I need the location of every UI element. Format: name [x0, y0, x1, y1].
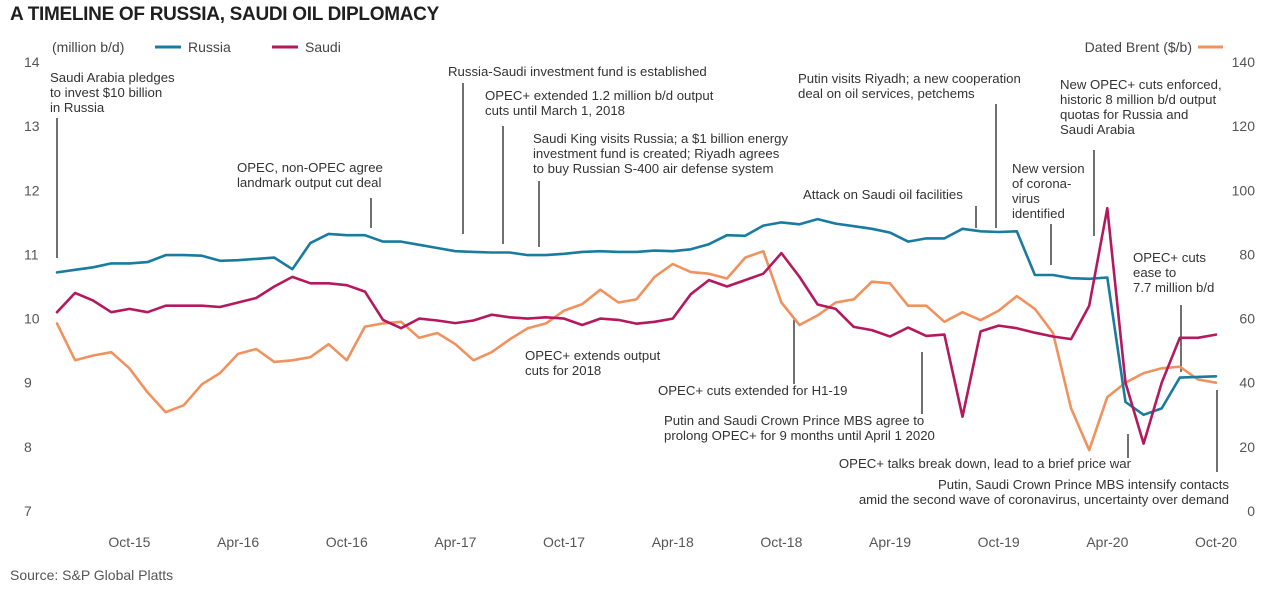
- annotation-text: OPEC+ cuts: [1133, 250, 1206, 265]
- x-tick-label: Apr-20: [1086, 534, 1128, 550]
- y-tick-left: 14: [24, 54, 40, 70]
- series-line-brent: [55, 249, 1218, 452]
- x-tick-label: Oct-17: [543, 534, 585, 550]
- y-tick-right: 20: [1239, 439, 1255, 455]
- annotation-text: OPEC+ extends output: [525, 348, 661, 363]
- annotation-text: in Russia: [50, 100, 105, 115]
- legend-label-russia: Russia: [188, 39, 231, 55]
- annotation-text: ease to: [1133, 265, 1176, 280]
- annotation-text: virus: [1012, 191, 1040, 206]
- annotation-text: 7.7 million b/d: [1133, 280, 1214, 295]
- annotation-text: OPEC+ extended 1.2 million b/d output: [485, 88, 714, 103]
- y-tick-right: 140: [1232, 54, 1256, 70]
- y-axis-label-right: Dated Brent ($/b): [1085, 39, 1192, 55]
- annotation-text: quotas for Russia and: [1060, 107, 1188, 122]
- annotation-text: New version: [1012, 161, 1085, 176]
- source-note: Source: S&P Global Platts: [10, 567, 174, 583]
- series-line-russia: [55, 217, 1218, 417]
- x-tick-label: Oct-20: [1195, 534, 1237, 550]
- annotation-text: to buy Russian S-400 air defense system: [533, 161, 773, 176]
- y-tick-right: 60: [1239, 311, 1255, 327]
- annotation-text: historic 8 million b/d output: [1060, 92, 1216, 107]
- y-axis-label-left: (million b/d): [52, 39, 124, 55]
- x-tick-label: Apr-18: [652, 534, 694, 550]
- annotation-text: New OPEC+ cuts enforced,: [1060, 77, 1222, 92]
- annotation-text: landmark output cut deal: [237, 175, 381, 190]
- y-tick-left: 11: [24, 246, 39, 262]
- y-tick-left: 10: [24, 311, 40, 327]
- legend-label-saudi: Saudi: [305, 39, 341, 55]
- annotation-text: amid the second wave of coronavirus, unc…: [859, 492, 1229, 507]
- annotation-text: Russia-Saudi investment fund is establis…: [448, 64, 707, 79]
- y-tick-right: 120: [1232, 118, 1256, 134]
- x-tick-label: Oct-16: [326, 534, 368, 550]
- y-tick-left: 9: [24, 375, 32, 391]
- x-tick-label: Oct-15: [108, 534, 150, 550]
- annotation-text: to invest $10 billion: [50, 85, 162, 100]
- annotation-text: identified: [1012, 206, 1065, 221]
- annotation-text: deal on oil services, petchems: [798, 86, 975, 101]
- annotation-text: investment fund is created; Riyadh agree…: [533, 146, 780, 161]
- annotation-text: Putin, Saudi Crown Prince MBS intensify …: [938, 477, 1229, 492]
- annotation-text: Saudi Arabia pledges: [50, 70, 175, 85]
- y-tick-left: 13: [24, 118, 40, 134]
- annotation-text: Putin and Saudi Crown Prince MBS agree t…: [664, 413, 924, 428]
- annotation-text: prolong OPEC+ for 9 months until April 1…: [664, 428, 935, 443]
- annotation-text: cuts for 2018: [525, 363, 601, 378]
- x-tick-label: Apr-17: [434, 534, 476, 550]
- y-tick-right: 40: [1239, 375, 1255, 391]
- chart-title: A TIMELINE OF RUSSIA, SAUDI OIL DIPLOMAC…: [10, 4, 439, 25]
- x-tick-label: Oct-19: [978, 534, 1020, 550]
- annotation-text: OPEC, non-OPEC agree: [237, 160, 383, 175]
- annotation-text: Saudi King visits Russia; a $1 billion e…: [533, 131, 789, 146]
- x-tick-label: Apr-19: [869, 534, 911, 550]
- annotation-text: of corona-: [1012, 176, 1071, 191]
- y-tick-right: 80: [1239, 246, 1255, 262]
- annotation-text: Attack on Saudi oil facilities: [803, 187, 963, 202]
- annotation-text: Saudi Arabia: [1060, 122, 1135, 137]
- x-tick-label: Oct-18: [760, 534, 802, 550]
- y-tick-left: 8: [24, 439, 32, 455]
- annotation-text: OPEC+ cuts extended for H1-19: [658, 383, 848, 398]
- x-tick-label: Apr-16: [217, 534, 259, 550]
- series-line-saudi: [55, 206, 1218, 445]
- annotation-text: cuts until March 1, 2018: [485, 103, 625, 118]
- y-tick-right: 100: [1232, 182, 1256, 198]
- annotation-text: Putin visits Riyadh; a new cooperation: [798, 71, 1021, 86]
- y-tick-right: 0: [1247, 503, 1255, 519]
- y-tick-left: 12: [24, 182, 40, 198]
- annotation-text: OPEC+ talks break down, lead to a brief …: [839, 456, 1132, 471]
- y-tick-left: 7: [24, 503, 32, 519]
